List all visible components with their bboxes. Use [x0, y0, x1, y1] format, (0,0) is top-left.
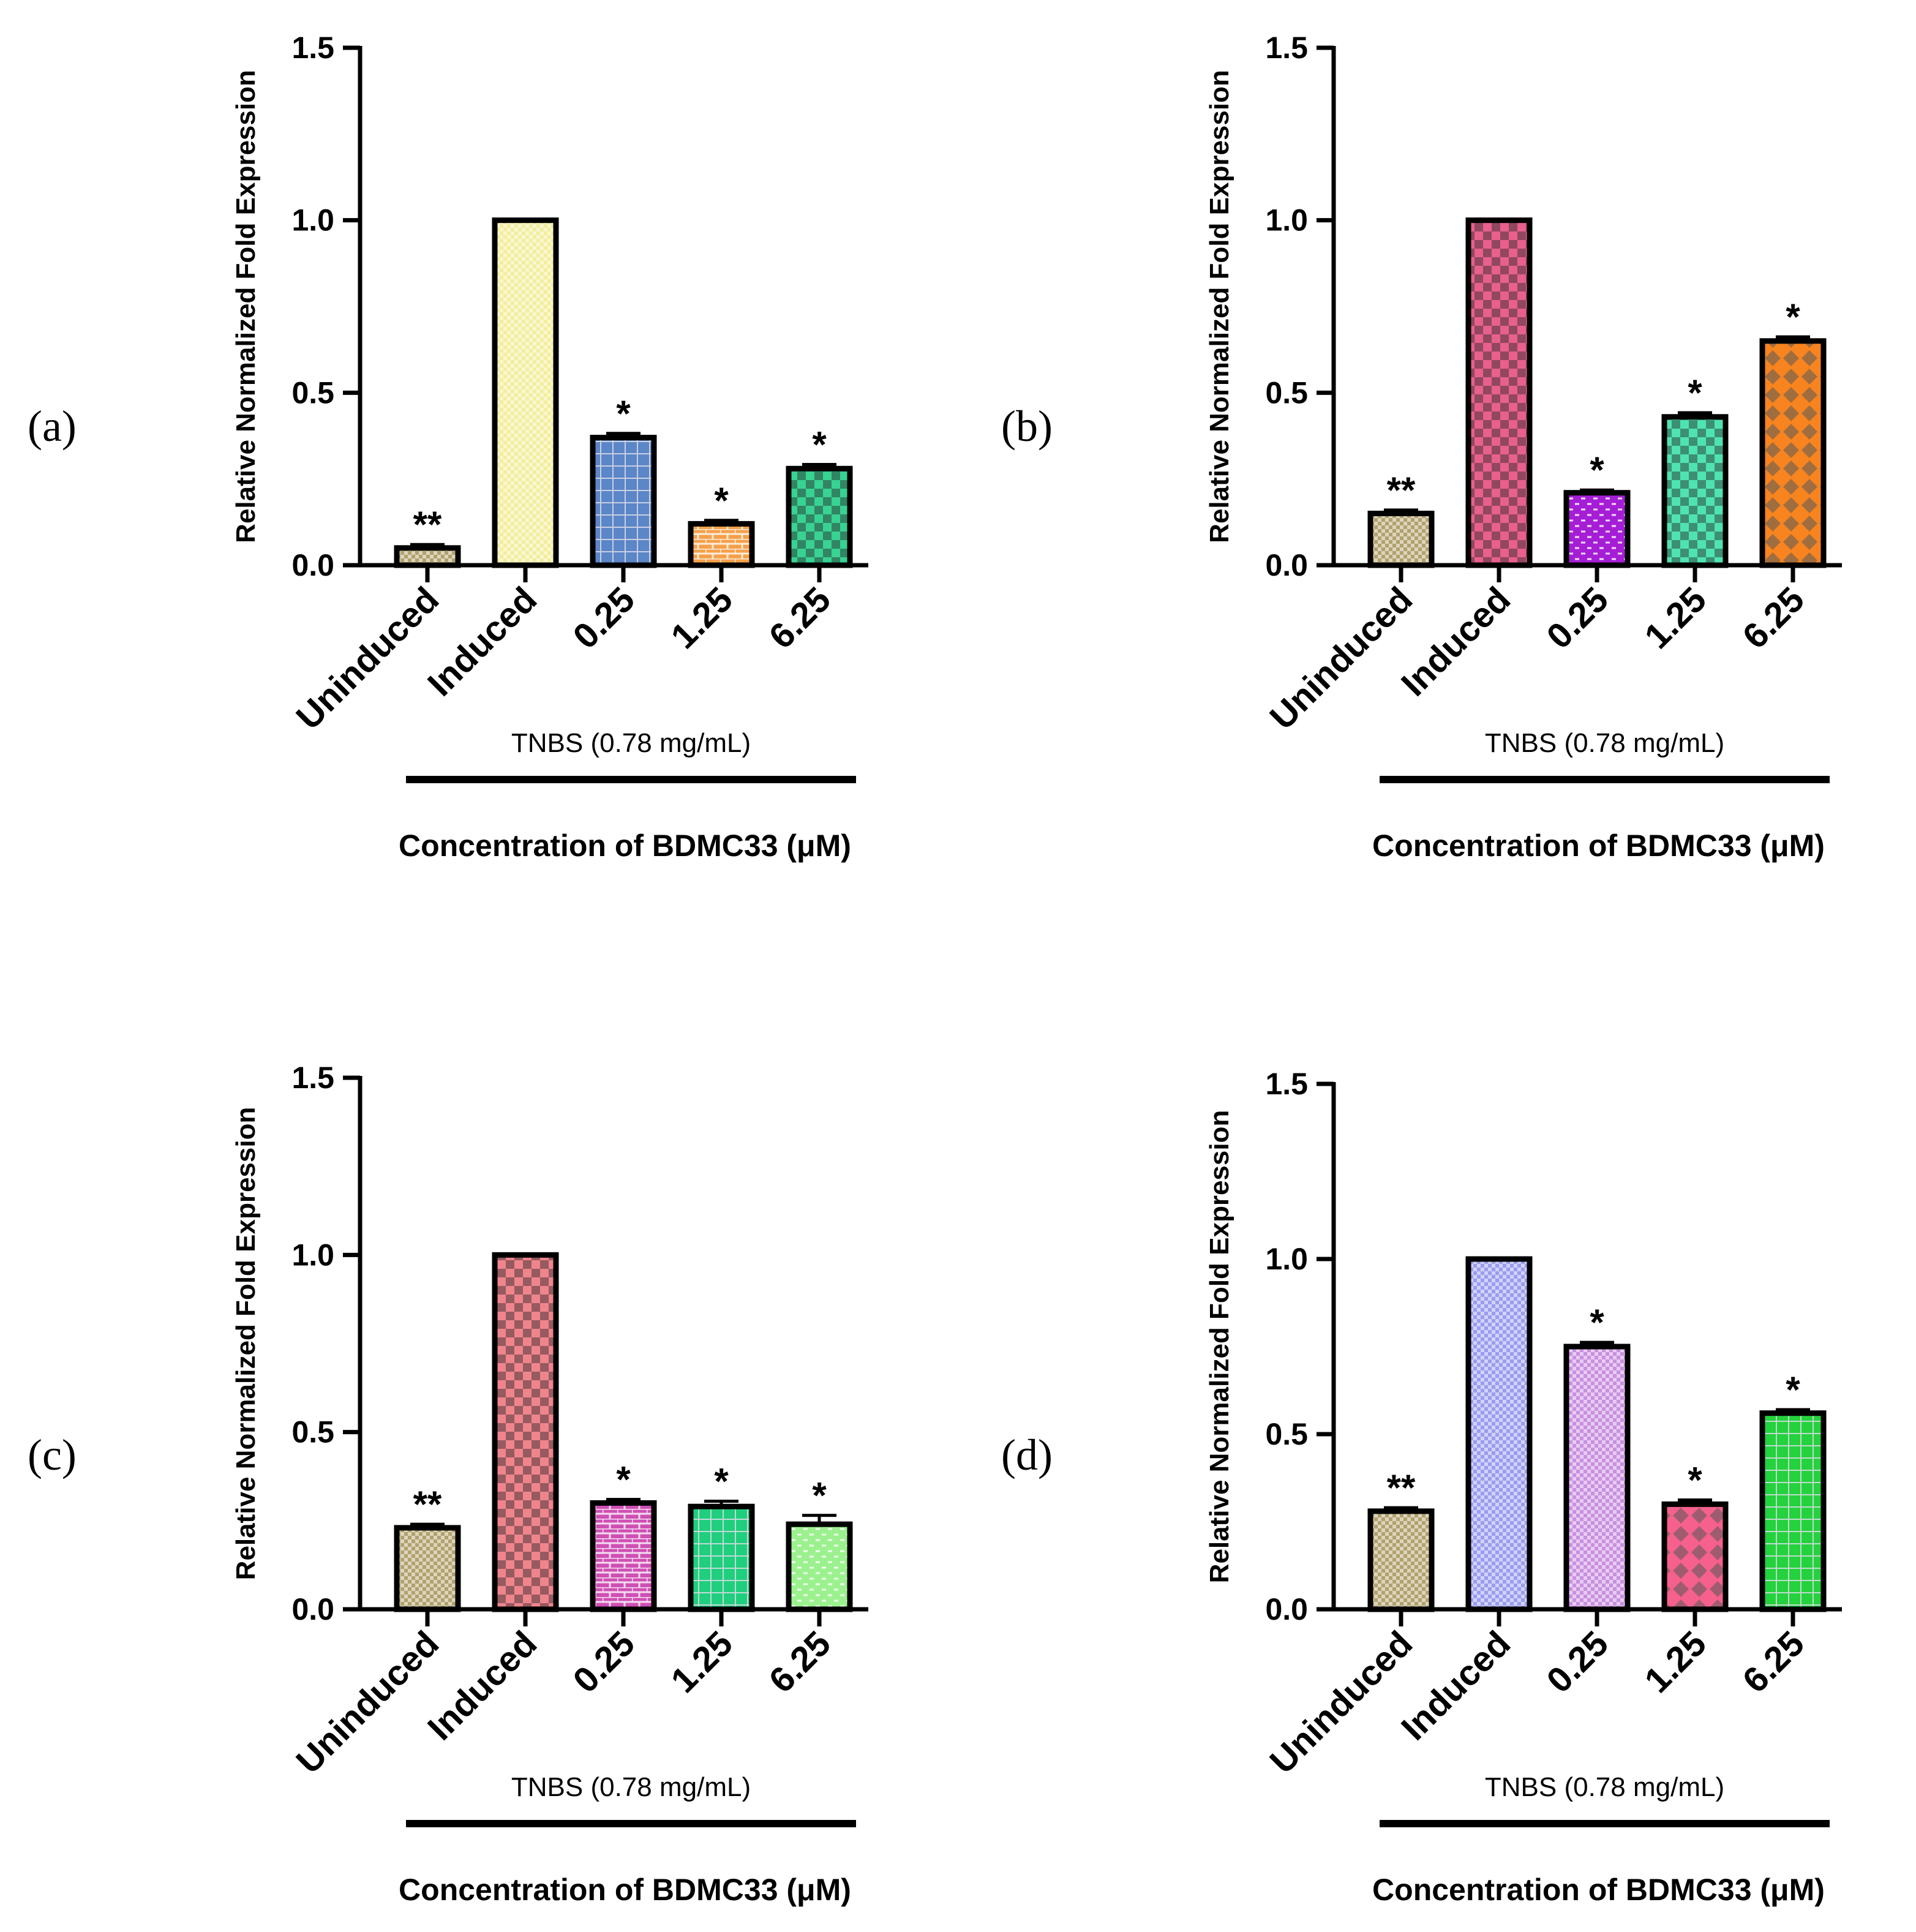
x-tick-label: Induced: [1394, 579, 1518, 704]
panel-label: (d): [1001, 1430, 1053, 1479]
y-axis-label: Relative Normalized Fold Expression: [1204, 70, 1234, 543]
group-label: TNBS (0.78 mg/mL): [511, 728, 751, 758]
bar: [1367, 511, 1435, 568]
significance-marker: **: [413, 504, 442, 545]
y-tick-label: 1.5: [1265, 1067, 1308, 1101]
x-tick-label: Induced: [1394, 1623, 1518, 1748]
group-label: TNBS (0.78 mg/mL): [1485, 728, 1724, 758]
x-tick-label: Uninduced: [288, 579, 446, 737]
y-tick-label: 0.5: [1265, 375, 1308, 410]
x-tick-label: 0.25: [1539, 1623, 1616, 1701]
bar: [1759, 1410, 1827, 1612]
panel-label: (c): [28, 1430, 77, 1479]
x-axis-label: Concentration of BDMC33 (μM): [399, 1873, 851, 1907]
significance-marker: **: [1387, 470, 1416, 511]
significance-marker: *: [616, 393, 631, 434]
significance-marker: *: [714, 480, 729, 521]
x-tick-label: 6.25: [761, 579, 838, 656]
x-tick-label: 0.25: [1539, 579, 1616, 656]
bar: [1367, 1508, 1435, 1612]
y-axis-label: Relative Normalized Fold Expression: [231, 70, 261, 543]
y-tick-label: 0.0: [291, 1592, 334, 1626]
group-label: TNBS (0.78 mg/mL): [511, 1772, 751, 1802]
bar: [590, 1500, 657, 1612]
x-axis-label: Concentration of BDMC33 (μM): [399, 829, 851, 863]
bar: [492, 217, 559, 568]
y-tick-label: 0.0: [1265, 1592, 1308, 1626]
y-tick-label: 1.0: [291, 203, 334, 238]
bar: [786, 465, 853, 568]
bar: [1563, 1344, 1631, 1612]
significance-marker: *: [616, 1459, 631, 1500]
x-tick-label: 1.25: [1637, 579, 1714, 656]
bar: [688, 1503, 755, 1612]
group-label: TNBS (0.78 mg/mL): [1485, 1772, 1724, 1802]
x-tick-label: 6.25: [761, 1623, 838, 1701]
panel-label: (a): [28, 402, 77, 451]
bar: [1563, 490, 1631, 568]
y-axis-label: Relative Normalized Fold Expression: [1204, 1110, 1234, 1584]
significance-marker: *: [1786, 296, 1800, 337]
x-tick-label: Uninduced: [288, 1623, 446, 1781]
chart-panel-c: (c) 0.0 0.5 1.0 1.5 Relative Normalized Fold …: [28, 1061, 868, 1907]
x-tick-label: 0.25: [565, 579, 642, 656]
x-tick-label: Uninduced: [1262, 1623, 1420, 1781]
bar: [394, 545, 461, 568]
bar: [786, 1521, 853, 1612]
x-tick-label: 1.25: [1637, 1623, 1714, 1701]
chart-panel-b: (b) 0.0 0.5 1.0 1.5 Relative Normalized Fold …: [1001, 31, 1842, 863]
y-tick-label: 1.0: [1265, 1242, 1308, 1276]
y-tick-label: 1.5: [1265, 31, 1308, 65]
x-tick-label: Uninduced: [1262, 579, 1420, 737]
bar: [394, 1525, 461, 1612]
y-tick-label: 0.5: [291, 375, 334, 410]
bar: [688, 521, 755, 568]
significance-marker: *: [1688, 1460, 1702, 1501]
bar: [1465, 217, 1533, 568]
bar: [1759, 338, 1827, 568]
y-tick-label: 0.5: [291, 1415, 334, 1449]
significance-marker: *: [714, 1461, 729, 1502]
y-tick-label: 0.0: [1265, 548, 1308, 582]
significance-marker: *: [1688, 372, 1702, 413]
bar: [1661, 1501, 1729, 1612]
bar: [590, 435, 657, 568]
bar: [492, 1252, 559, 1612]
chart-panel-a: (a) 0.0 0.5 1.0 1.5 Relative Normalized Fold …: [28, 31, 868, 863]
x-axis-label: Concentration of BDMC33 (μM): [1372, 1873, 1825, 1907]
panel-label: (b): [1001, 402, 1053, 451]
x-tick-label: 1.25: [663, 1623, 740, 1701]
y-tick-label: 1.5: [291, 31, 334, 65]
significance-marker: *: [1590, 1302, 1604, 1343]
y-axis-label: Relative Normalized Fold Expression: [231, 1107, 261, 1581]
y-tick-label: 0.5: [1265, 1417, 1308, 1451]
significance-marker: **: [1387, 1467, 1416, 1508]
significance-marker: *: [812, 1475, 827, 1516]
chart-panel-d: (d) 0.0 0.5 1.0 1.5 Relative Normalized Fold …: [1001, 1067, 1842, 1907]
x-tick-label: 6.25: [1735, 579, 1812, 656]
significance-marker: *: [812, 424, 827, 465]
y-tick-label: 1.0: [291, 1238, 334, 1272]
significance-marker: **: [413, 1484, 442, 1525]
bar: [1465, 1256, 1533, 1612]
x-tick-label: Induced: [420, 1623, 544, 1748]
significance-marker: *: [1786, 1369, 1800, 1410]
bar: [1661, 414, 1729, 568]
y-tick-label: 0.0: [291, 548, 334, 582]
x-axis-label: Concentration of BDMC33 (μM): [1372, 829, 1825, 863]
y-tick-label: 1.0: [1265, 203, 1308, 238]
y-tick-label: 1.5: [291, 1061, 334, 1095]
x-tick-label: 6.25: [1735, 1623, 1812, 1701]
x-tick-label: 1.25: [663, 579, 740, 656]
significance-marker: *: [1590, 449, 1604, 491]
x-tick-label: 0.25: [565, 1623, 642, 1701]
x-tick-label: Induced: [420, 579, 544, 704]
